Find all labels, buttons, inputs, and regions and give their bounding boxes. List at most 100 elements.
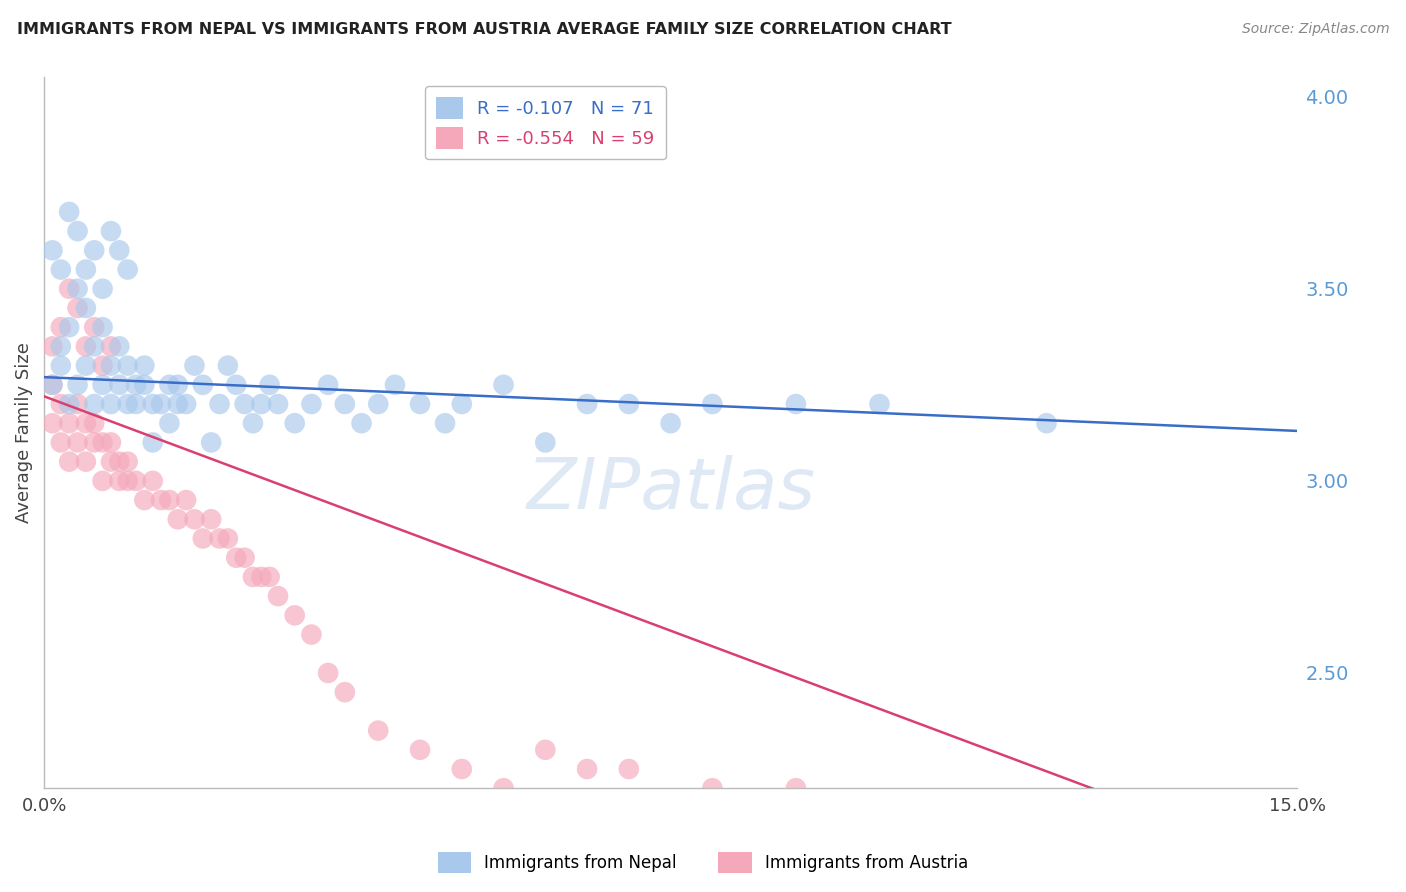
Point	[534, 435, 557, 450]
Point	[142, 397, 165, 411]
Point	[49, 262, 72, 277]
Point	[41, 377, 63, 392]
Point	[250, 397, 273, 411]
Point	[350, 416, 373, 430]
Point	[492, 781, 515, 796]
Point	[333, 685, 356, 699]
Point	[191, 532, 214, 546]
Point	[617, 762, 640, 776]
Point	[259, 377, 281, 392]
Point	[41, 339, 63, 353]
Point	[157, 493, 180, 508]
Point	[409, 743, 432, 757]
Point	[166, 397, 188, 411]
Point	[49, 435, 72, 450]
Point	[259, 570, 281, 584]
Point	[409, 397, 432, 411]
Point	[91, 282, 114, 296]
Point	[125, 397, 148, 411]
Point	[384, 377, 406, 392]
Point	[450, 762, 472, 776]
Point	[117, 474, 139, 488]
Point	[66, 397, 89, 411]
Point	[217, 359, 239, 373]
Point	[134, 377, 156, 392]
Point	[217, 532, 239, 546]
Point	[125, 377, 148, 392]
Point	[785, 397, 807, 411]
Point	[316, 665, 339, 680]
Point	[100, 224, 122, 238]
Point	[58, 282, 80, 296]
Point	[75, 359, 97, 373]
Point	[117, 397, 139, 411]
Point	[83, 320, 105, 334]
Point	[134, 493, 156, 508]
Point	[58, 416, 80, 430]
Point	[91, 377, 114, 392]
Point	[150, 493, 173, 508]
Point	[100, 359, 122, 373]
Point	[49, 339, 72, 353]
Point	[58, 320, 80, 334]
Point	[242, 570, 264, 584]
Point	[225, 377, 247, 392]
Point	[157, 377, 180, 392]
Point	[233, 550, 256, 565]
Point	[534, 743, 557, 757]
Point	[117, 455, 139, 469]
Point	[868, 397, 890, 411]
Point	[91, 435, 114, 450]
Point	[91, 320, 114, 334]
Point	[75, 339, 97, 353]
Point	[108, 339, 131, 353]
Point	[316, 377, 339, 392]
Point	[83, 416, 105, 430]
Point	[250, 570, 273, 584]
Point	[100, 397, 122, 411]
Point	[58, 205, 80, 219]
Point	[200, 512, 222, 526]
Point	[702, 781, 724, 796]
Point	[66, 301, 89, 315]
Point	[58, 397, 80, 411]
Point	[142, 474, 165, 488]
Point	[108, 377, 131, 392]
Point	[41, 377, 63, 392]
Point	[284, 608, 307, 623]
Point	[183, 359, 205, 373]
Point	[174, 397, 197, 411]
Point	[66, 377, 89, 392]
Point	[66, 282, 89, 296]
Point	[576, 762, 599, 776]
Point	[492, 377, 515, 392]
Point	[233, 397, 256, 411]
Point	[100, 339, 122, 353]
Text: ZIPatlas: ZIPatlas	[526, 455, 815, 524]
Point	[166, 377, 188, 392]
Point	[125, 474, 148, 488]
Point	[659, 416, 682, 430]
Point	[41, 416, 63, 430]
Point	[1035, 416, 1057, 430]
Point	[117, 262, 139, 277]
Point	[91, 474, 114, 488]
Point	[333, 397, 356, 411]
Point	[157, 416, 180, 430]
Point	[75, 262, 97, 277]
Point	[208, 397, 231, 411]
Point	[83, 435, 105, 450]
Point	[576, 397, 599, 411]
Point	[58, 455, 80, 469]
Text: IMMIGRANTS FROM NEPAL VS IMMIGRANTS FROM AUSTRIA AVERAGE FAMILY SIZE CORRELATION: IMMIGRANTS FROM NEPAL VS IMMIGRANTS FROM…	[17, 22, 952, 37]
Point	[284, 416, 307, 430]
Point	[41, 244, 63, 258]
Point	[434, 416, 457, 430]
Point	[150, 397, 173, 411]
Point	[66, 224, 89, 238]
Point	[108, 474, 131, 488]
Point	[117, 359, 139, 373]
Point	[267, 589, 290, 603]
Point	[174, 493, 197, 508]
Point	[617, 397, 640, 411]
